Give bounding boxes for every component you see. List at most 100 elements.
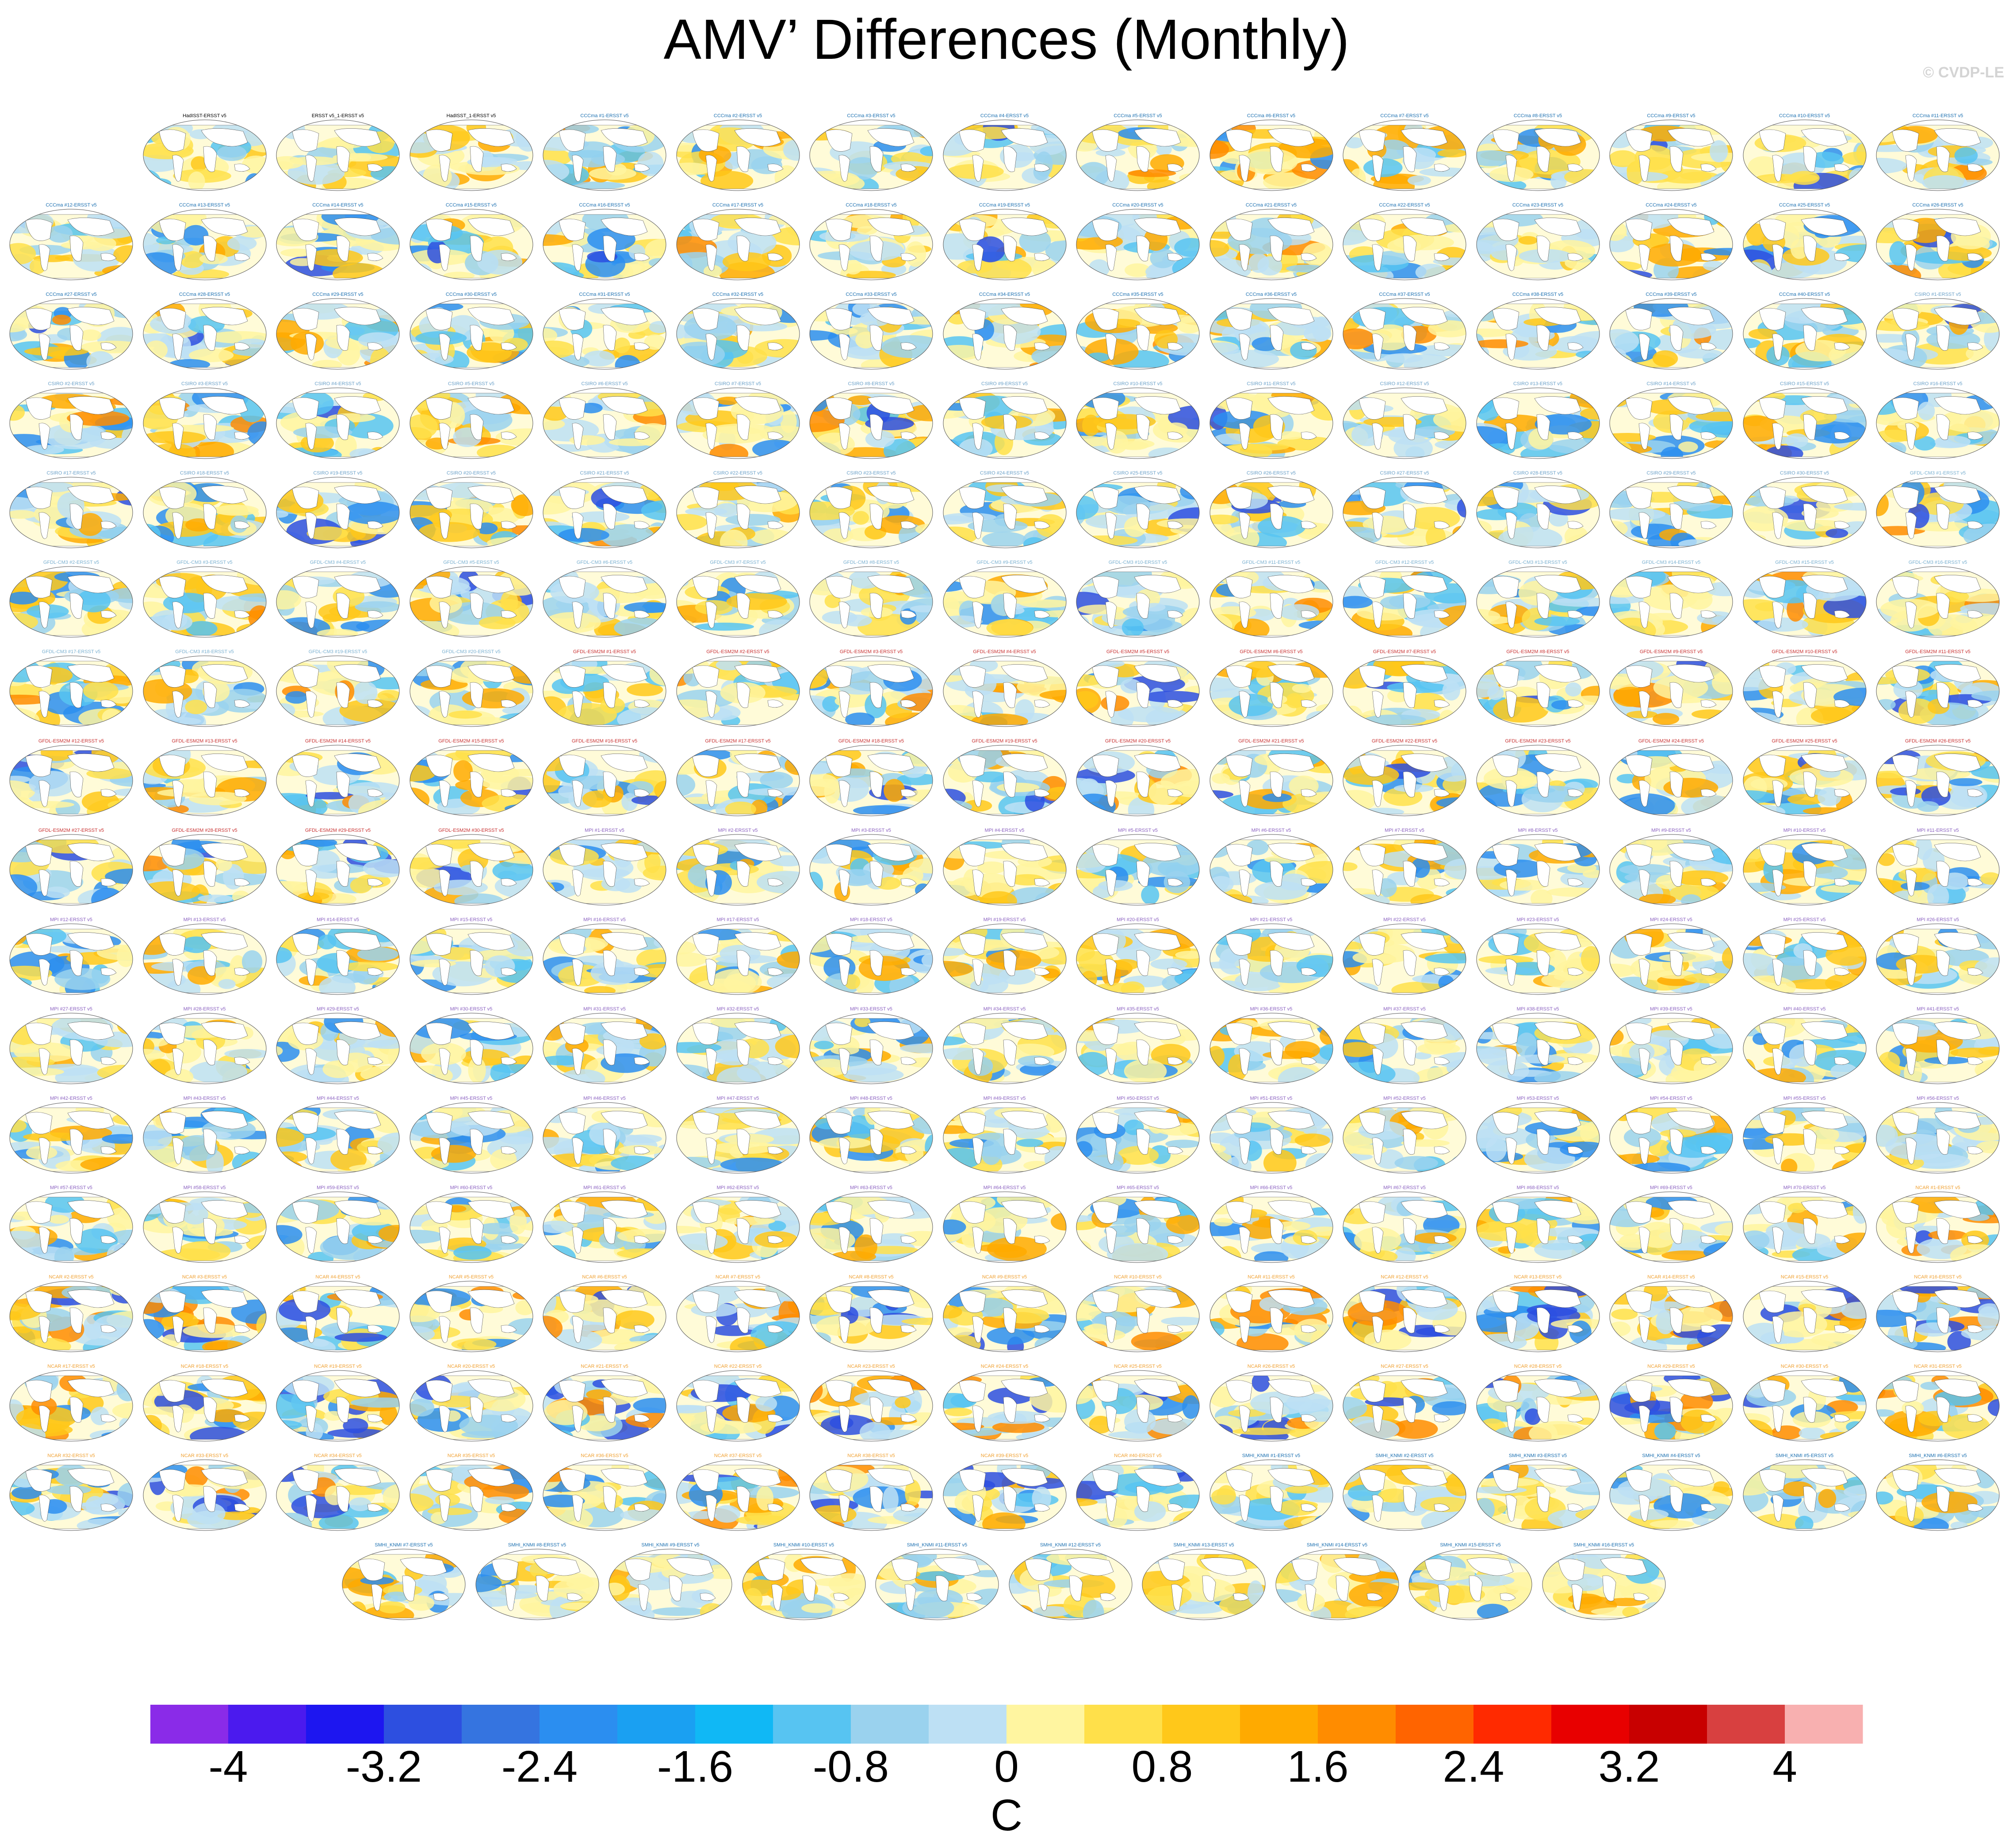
map-panel: CCCma #14-ERSST v5	[275, 202, 401, 286]
robinson-map	[409, 655, 533, 727]
robinson-map	[1476, 1013, 1600, 1084]
robinson-map	[543, 655, 666, 727]
panel-grid: HadISST-ERSST v5 ERSST v5_1-ERSST v5 HadIS…	[8, 113, 2001, 1626]
robinson-map	[1343, 1459, 1466, 1531]
robinson-map	[276, 119, 400, 191]
map-panel-title: MPI #33-ERSST v5	[850, 1006, 892, 1012]
robinson-map	[9, 1013, 133, 1084]
map-panel-title: CSIRO #20-ERSST v5	[446, 471, 496, 476]
robinson-map	[1476, 387, 1600, 459]
map-panel: CSIRO #30-ERSST v5	[1741, 470, 1868, 554]
map-panel: SMHI_KNMI #2-ERSST v5	[1341, 1453, 1468, 1537]
map-panel-title: GFDL-CM3 #9-ERSST v5	[976, 560, 1033, 565]
robinson-map	[1209, 1459, 1333, 1531]
map-panel: MPI #53-ERSST v5	[1475, 1095, 1601, 1179]
robinson-map	[1209, 209, 1333, 280]
map-panel: GFDL-CM3 #1-ERSST v5	[1875, 470, 2001, 554]
map-panel: CSIRO #10-ERSST v5	[1075, 381, 1201, 465]
map-panel: NCAR #38-ERSST v5	[808, 1453, 934, 1537]
robinson-map	[9, 298, 133, 370]
map-panel-title: CCCma #7-ERSST v5	[1380, 113, 1429, 119]
robinson-map	[143, 209, 266, 280]
robinson-map	[1476, 834, 1600, 906]
map-panel-title: GFDL-CM3 #18-ERSST v5	[175, 649, 234, 654]
map-panel: NCAR #34-ERSST v5	[275, 1453, 401, 1537]
map-panel-title: GFDL-CM3 #13-ERSST v5	[1508, 560, 1567, 565]
map-panel: HadISST-ERSST v5	[142, 113, 268, 197]
map-panel-title: NCAR #40-ERSST v5	[1114, 1453, 1162, 1458]
map-panel: GFDL-CM3 #18-ERSST v5	[142, 649, 268, 733]
robinson-map	[409, 477, 533, 548]
robinson-map	[1876, 1191, 2000, 1263]
robinson-map	[1876, 477, 2000, 548]
robinson-map	[9, 1281, 133, 1352]
robinson-map	[1076, 923, 1200, 995]
map-panel-title: CCCma #4-ERSST v5	[980, 113, 1029, 119]
map-panel-title: SMHI_KNMI #5-ERSST v5	[1775, 1453, 1834, 1458]
map-panel-title: NCAR #30-ERSST v5	[1780, 1364, 1829, 1369]
colorbar-swatch	[1473, 1705, 1552, 1744]
map-panel: NCAR #22-ERSST v5	[675, 1363, 801, 1447]
robinson-map	[676, 745, 800, 816]
map-panel-title: SMHI_KNMI #6-ERSST v5	[1909, 1453, 1967, 1458]
robinson-map	[475, 1549, 599, 1620]
map-panel-title: CCCma #27-ERSST v5	[46, 292, 97, 297]
map-panel: CCCma #9-ERSST v5	[1608, 113, 1734, 197]
map-panel-title: NCAR #11-ERSST v5	[1248, 1274, 1295, 1280]
map-panel: MPI #11-ERSST v5	[1875, 827, 2001, 911]
map-panel-title: CSIRO #27-ERSST v5	[1380, 471, 1429, 476]
map-panel: SMHI_KNMI #14-ERSST v5	[1274, 1542, 1401, 1626]
robinson-map	[276, 1370, 400, 1442]
map-panel: NCAR #31-ERSST v5	[1875, 1363, 2001, 1447]
map-panel: MPI #27-ERSST v5	[8, 1006, 134, 1090]
robinson-map	[1876, 1102, 2000, 1174]
map-panel: MPI #36-ERSST v5	[1208, 1006, 1335, 1090]
robinson-map	[143, 1459, 266, 1531]
robinson-map	[1209, 119, 1333, 191]
map-panel-title: GFDL-CM3 #19-ERSST v5	[308, 649, 367, 654]
map-panel-title: CCCma #13-ERSST v5	[179, 203, 230, 208]
map-panel-title: NCAR #6-ERSST v5	[582, 1274, 627, 1280]
robinson-map	[543, 566, 666, 638]
map-panel: MPI #60-ERSST v5	[408, 1185, 535, 1269]
robinson-map	[1609, 209, 1733, 280]
robinson-map	[1876, 923, 2000, 995]
map-panel: CCCma #32-ERSST v5	[675, 291, 801, 375]
colorbar-swatch	[1396, 1705, 1474, 1744]
robinson-map	[1609, 387, 1733, 459]
robinson-map	[409, 1013, 533, 1084]
map-panel-title: CSIRO #4-ERSST v5	[314, 381, 361, 386]
robinson-map	[276, 387, 400, 459]
map-panel-title: MPI #8-ERSST v5	[1518, 828, 1558, 833]
map-panel-title: NCAR #24-ERSST v5	[980, 1364, 1029, 1369]
map-panel: MPI #26-ERSST v5	[1875, 917, 2001, 1001]
map-panel-title: MPI #22-ERSST v5	[1383, 917, 1426, 922]
robinson-map	[543, 387, 666, 459]
map-panel: NCAR #5-ERSST v5	[408, 1274, 535, 1358]
map-panel: CSIRO #27-ERSST v5	[1341, 470, 1468, 554]
robinson-map	[1743, 655, 1866, 727]
robinson-map	[1476, 1459, 1600, 1531]
map-panel-title: GFDL-ESM2M #15-ERSST v5	[438, 738, 504, 744]
map-panel: CSIRO #11-ERSST v5	[1208, 381, 1335, 465]
map-panel: CCCma #30-ERSST v5	[408, 291, 535, 375]
robinson-map	[676, 298, 800, 370]
robinson-map	[276, 1013, 400, 1084]
robinson-map	[543, 745, 666, 816]
map-panel: MPI #2-ERSST v5	[675, 827, 801, 911]
map-panel: NCAR #26-ERSST v5	[1208, 1363, 1335, 1447]
robinson-map	[1076, 1102, 1200, 1174]
map-panel: NCAR #33-ERSST v5	[142, 1453, 268, 1537]
map-panel-title: SMHI_KNMI #14-ERSST v5	[1306, 1542, 1368, 1548]
robinson-map	[1476, 209, 1600, 280]
map-panel: MPI #22-ERSST v5	[1341, 917, 1468, 1001]
colorbar-tick-label: 1.6	[1287, 1742, 1349, 1791]
map-panel: GFDL-ESM2M #23-ERSST v5	[1475, 738, 1601, 822]
robinson-map	[409, 387, 533, 459]
map-panel: MPI #42-ERSST v5	[8, 1095, 134, 1179]
map-panel-title: MPI #51-ERSST v5	[1250, 1096, 1293, 1101]
map-panel: GFDL-CM3 #6-ERSST v5	[541, 559, 668, 643]
map-panel: CCCma #8-ERSST v5	[1475, 113, 1601, 197]
map-panel-title: CCCma #22-ERSST v5	[1379, 203, 1430, 208]
map-panel: CCCma #13-ERSST v5	[142, 202, 268, 286]
